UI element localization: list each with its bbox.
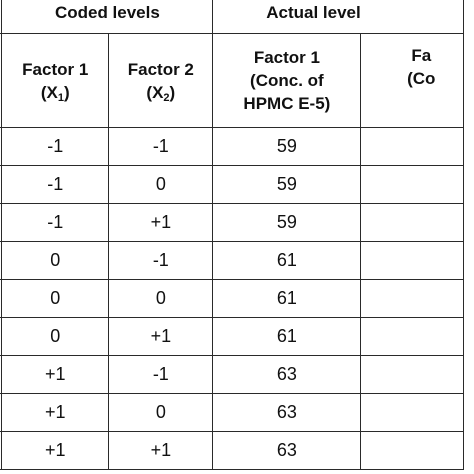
group-header-row: Coded levels Actual level	[0, 0, 464, 34]
coded-factor1-title: Factor 1	[22, 59, 89, 79]
actual-factor1-cell: 59	[212, 203, 362, 242]
table-row: -1 -1 59	[0, 127, 464, 166]
actual-factor1-cell: 63	[212, 393, 362, 432]
actual-factor2-header-text: Fa (Co	[362, 44, 463, 90]
actual-factor2-cell	[360, 431, 464, 470]
actual-factor2-cell	[360, 355, 464, 394]
actual-factor2-cell	[360, 279, 464, 318]
coded-x2-cell: +1	[108, 317, 214, 356]
factor-levels-table: Coded levels Actual level Factor 1 (X1) …	[0, 0, 464, 470]
run-cell	[0, 431, 3, 470]
table-row: +1 0 63	[0, 393, 464, 432]
actual-factor2-cell	[360, 317, 464, 356]
coded-x1-cell: -1	[1, 165, 110, 204]
factor-header-row: Factor 1 (X1) Factor 2 (X2) Factor 1 (Co…	[0, 33, 464, 128]
coded-x2-cell: 0	[108, 279, 214, 318]
actual-factor1-cell: 61	[212, 317, 362, 356]
actual-factor1-desc-line2: HPMC E-5)	[243, 94, 331, 113]
actual-levels-header-text: Actual level	[266, 3, 361, 22]
table-row: 0 -1 61	[0, 241, 464, 280]
coded-x1-cell: -1	[1, 127, 110, 166]
actual-factor1-cell: 63	[212, 355, 362, 394]
coded-factor1-symbol: (X1)	[40, 82, 70, 104]
coded-factor2-title: Factor 2	[127, 59, 194, 79]
actual-factor1-cell: 59	[212, 127, 362, 166]
table-row: -1 +1 59	[0, 203, 464, 242]
actual-factor1-cell: 63	[212, 431, 362, 470]
coded-x1-cell: 0	[1, 241, 110, 280]
coded-x1-cell: -1	[1, 203, 110, 242]
actual-factor2-cell	[360, 393, 464, 432]
coded-factor2-header: Factor 2 (X2)	[108, 33, 214, 128]
coded-x2-cell: -1	[108, 355, 214, 394]
actual-factor1-cell: 61	[212, 241, 362, 280]
table-row: -1 0 59	[0, 165, 464, 204]
actual-factor2-cell	[360, 241, 464, 280]
actual-factor2-cell	[360, 203, 464, 242]
actual-factor2-cell	[360, 165, 464, 204]
actual-factor2-desc-line1: (Co	[407, 69, 436, 88]
actual-factor2-cell	[360, 127, 464, 166]
coded-x1-cell: +1	[1, 431, 110, 470]
coded-x2-cell: -1	[108, 241, 214, 280]
actual-factor1-cell: 61	[212, 279, 362, 318]
coded-x1-cell: +1	[1, 393, 110, 432]
table-row: 0 0 61	[0, 279, 464, 318]
coded-factor1-header: Factor 1 (X1)	[1, 33, 110, 128]
coded-x1-cell: 0	[1, 279, 110, 318]
coded-factor2-symbol: (X2)	[146, 82, 176, 104]
actual-factor1-title: Factor 1	[253, 48, 320, 67]
actual-factor1-header: Factor 1 (Conc. of HPMC E-5)	[212, 33, 362, 128]
table-row: 0 +1 61	[0, 317, 464, 356]
actual-factor1-cell: 59	[212, 165, 362, 204]
actual-factor2-header: Fa (Co	[360, 33, 464, 128]
coded-x2-cell: +1	[108, 431, 214, 470]
coded-x1-cell: +1	[1, 355, 110, 394]
coded-x2-cell: +1	[108, 203, 214, 242]
coded-levels-header: Coded levels	[1, 0, 214, 34]
coded-x2-cell: -1	[108, 127, 214, 166]
actual-levels-header: Actual level	[212, 0, 464, 34]
coded-x2-cell: 0	[108, 393, 214, 432]
coded-x2-cell: 0	[108, 165, 214, 204]
actual-factor2-title: Fa	[411, 46, 432, 65]
coded-x1-cell: 0	[1, 317, 110, 356]
table-row: +1 +1 63	[0, 431, 464, 470]
actual-factor1-desc-line1: (Conc. of	[250, 71, 324, 90]
table-row: +1 -1 63	[0, 355, 464, 394]
